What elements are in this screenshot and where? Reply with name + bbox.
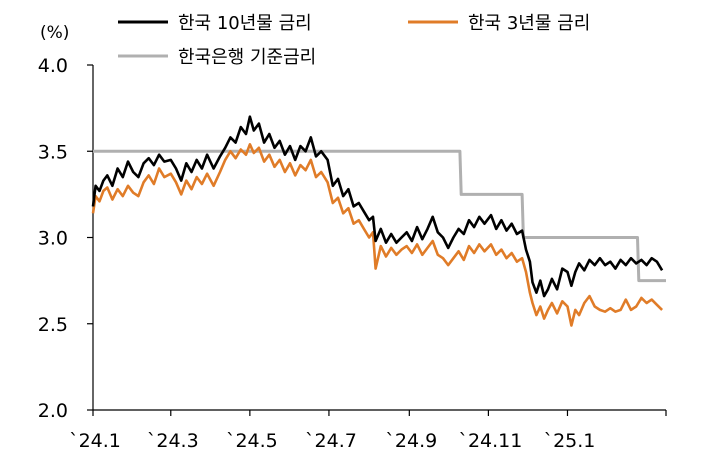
x-ticks: `24.1 `24.3 `24.5 `24.7 `24.9 `24.11 `25.1 — [69, 410, 667, 452]
x-tick-label: `25.1 — [544, 430, 596, 452]
legend-label-10y: 한국 10년물 금리 — [178, 13, 312, 34]
y-tick-label: 3.5 — [38, 141, 68, 163]
y-tick-label: 2.5 — [38, 314, 68, 336]
legend-label-3y: 한국 3년물 금리 — [468, 13, 590, 34]
series-lines — [91, 115, 666, 327]
legend-label-base-rate: 한국은행 기준금리 — [178, 47, 316, 68]
x-tick-label: `24.11 — [458, 430, 522, 452]
y-tick-label: 3.0 — [38, 228, 68, 250]
x-tick-label: `24.3 — [147, 430, 199, 452]
x-tick-label: `24.5 — [226, 430, 278, 452]
y-tick-label: 4.0 — [38, 55, 68, 77]
x-tick-label: `24.9 — [385, 430, 437, 452]
y-unit-label: (%) — [40, 23, 69, 43]
x-tick-label: `24.1 — [69, 430, 121, 452]
line-3y-yield — [91, 143, 664, 327]
legend: 한국 10년물 금리 한국 3년물 금리 한국은행 기준금리 — [118, 13, 590, 68]
x-tick-label: `24.7 — [305, 430, 357, 452]
line-base-rate — [93, 149, 666, 283]
line-10y-yield — [91, 115, 664, 298]
y-ticks: 4.0 3.5 3.0 2.5 2.0 — [38, 55, 93, 422]
y-tick-label: 2.0 — [38, 400, 68, 422]
